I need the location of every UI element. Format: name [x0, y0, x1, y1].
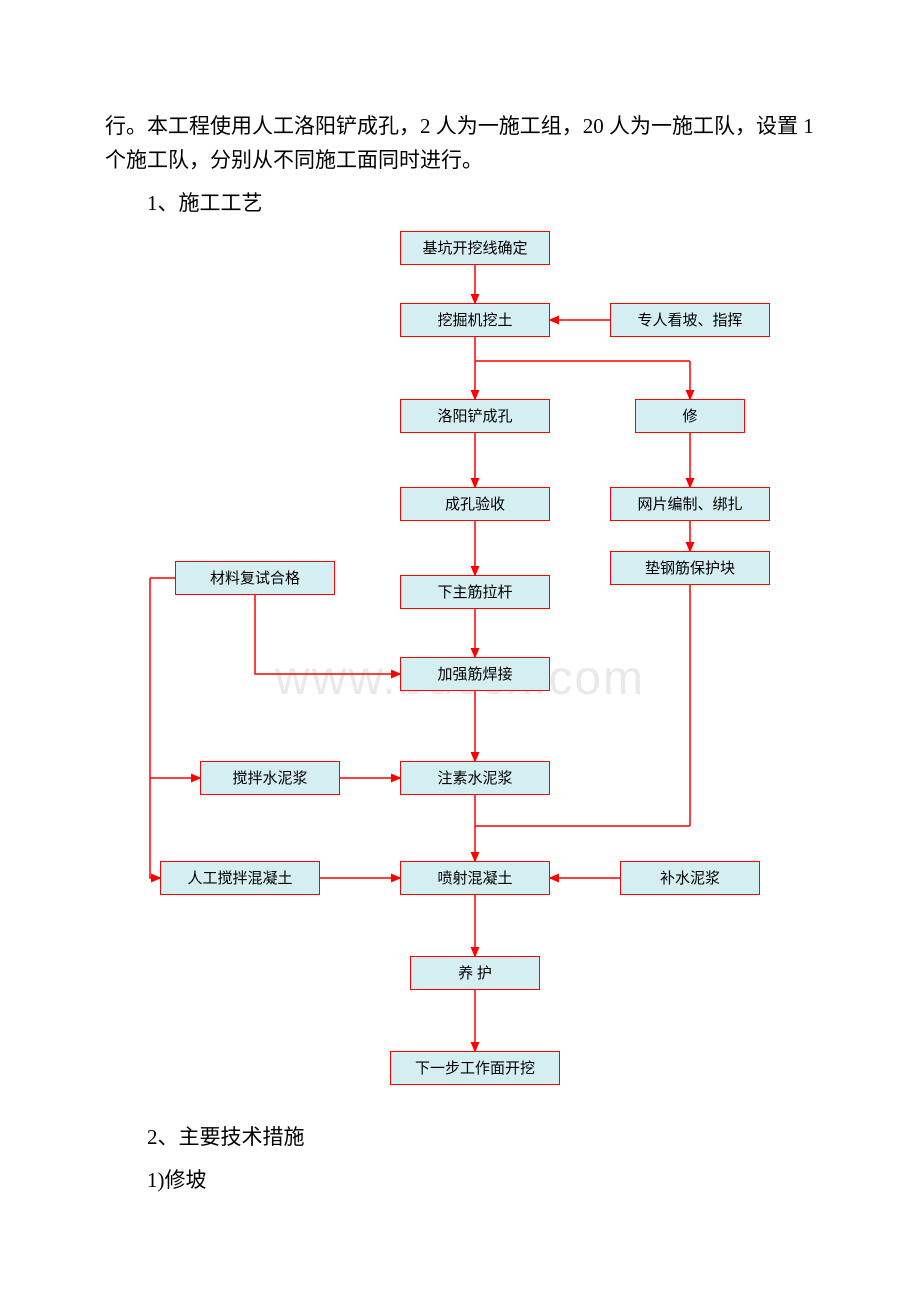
flowchart-node: 下主筋拉杆	[400, 575, 550, 609]
flowchart-node: 补水泥浆	[620, 861, 760, 895]
flowchart-node: 成孔验收	[400, 487, 550, 521]
flowchart: www.bdccx.com 基坑开挖线确定挖掘机挖土专人看坡、指挥洛阳铲成孔修成…	[110, 231, 810, 1101]
flowchart-node: 下一步工作面开挖	[390, 1051, 560, 1085]
flowchart-node: 垫钢筋保护块	[610, 551, 770, 585]
flowchart-node: 加强筋焊接	[400, 657, 550, 691]
heading-1: 1、施工工艺	[105, 187, 815, 221]
flowchart-node: 注素水泥浆	[400, 761, 550, 795]
flowchart-node: 人工搅拌混凝土	[160, 861, 320, 895]
flowchart-node: 养 护	[410, 956, 540, 990]
flowchart-node: 挖掘机挖土	[400, 303, 550, 337]
flowchart-node: 材料复试合格	[175, 561, 335, 595]
flowchart-node: 洛阳铲成孔	[400, 399, 550, 433]
flowchart-node: 基坑开挖线确定	[400, 231, 550, 265]
heading-2-1: 1)修坡	[105, 1164, 815, 1198]
paragraph-intro: 行。本工程使用人工洛阳铲成孔，2 人为一施工组，20 人为一施工队，设置 1 个…	[105, 110, 815, 177]
flowchart-node: 修	[635, 399, 745, 433]
flowchart-node: 网片编制、绑扎	[610, 487, 770, 521]
heading-2: 2、主要技术措施	[105, 1121, 815, 1155]
document-page: 行。本工程使用人工洛阳铲成孔，2 人为一施工组，20 人为一施工队，设置 1 个…	[0, 0, 920, 1268]
flowchart-node: 搅拌水泥浆	[200, 761, 340, 795]
flowchart-node: 喷射混凝土	[400, 861, 550, 895]
flowchart-node: 专人看坡、指挥	[610, 303, 770, 337]
